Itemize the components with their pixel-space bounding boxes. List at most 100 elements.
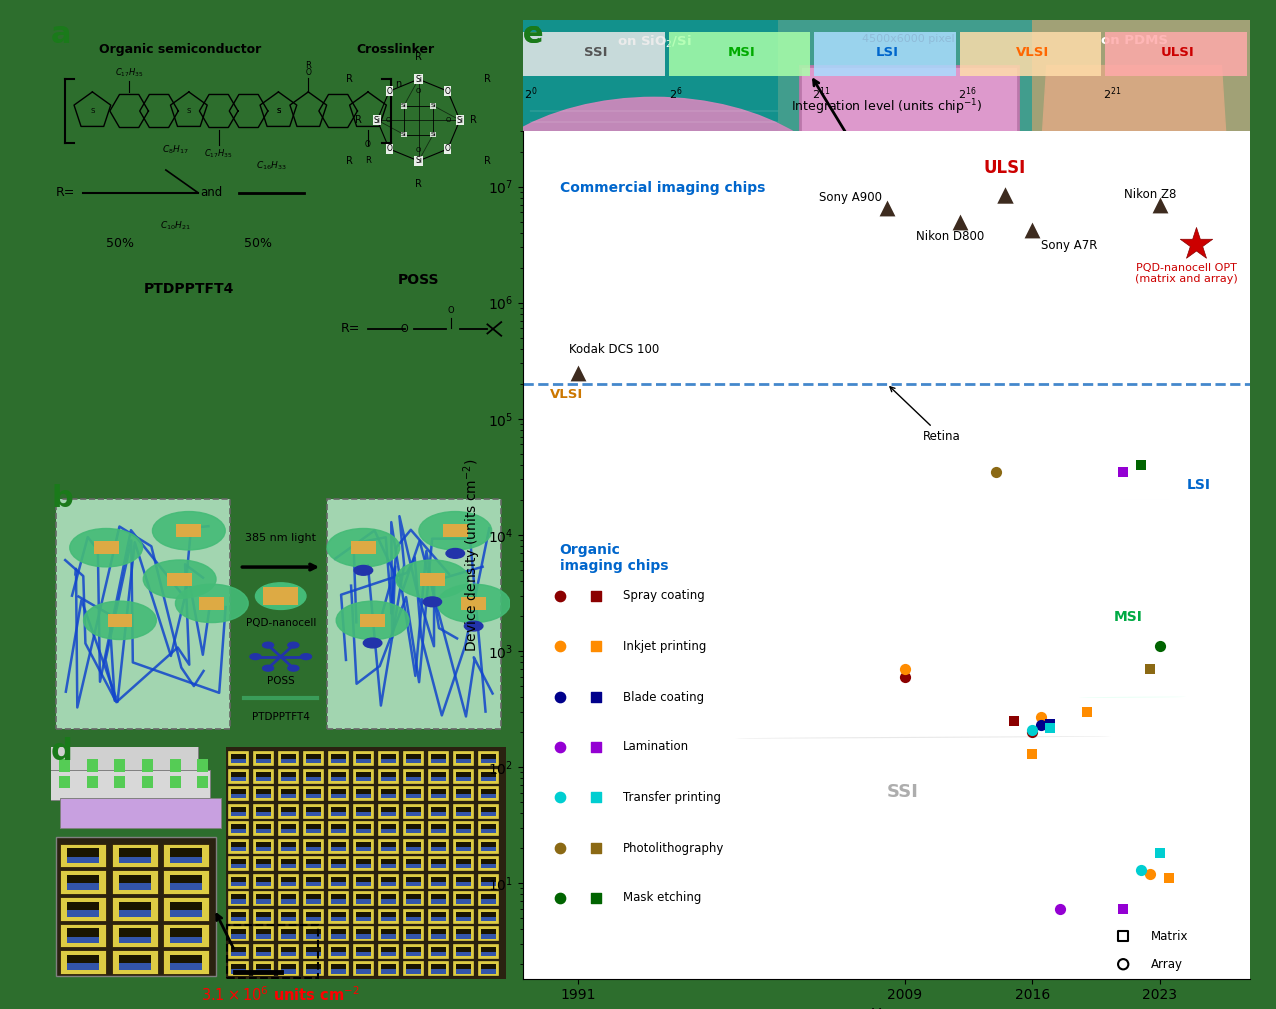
FancyBboxPatch shape [228,926,249,941]
Circle shape [263,642,273,648]
Text: PQD-nanocell OPT
(matrix and array): PQD-nanocell OPT (matrix and array) [1136,263,1238,285]
Text: Sony A7R: Sony A7R [1041,239,1097,252]
FancyBboxPatch shape [356,899,371,903]
FancyBboxPatch shape [231,912,246,917]
FancyBboxPatch shape [382,965,396,970]
FancyBboxPatch shape [356,789,371,794]
Text: R: R [346,156,353,165]
Text: Photolithography: Photolithography [623,842,725,855]
FancyBboxPatch shape [382,754,396,759]
FancyBboxPatch shape [281,865,296,869]
Text: n: n [396,80,402,89]
Text: $C_{17}H_{35}$: $C_{17}H_{35}$ [115,67,143,80]
FancyBboxPatch shape [170,902,202,910]
FancyBboxPatch shape [68,875,100,883]
FancyBboxPatch shape [228,838,249,854]
FancyBboxPatch shape [281,912,296,917]
FancyBboxPatch shape [378,874,399,889]
Text: O: O [448,307,454,315]
Point [1159,870,1179,886]
Text: Spray coating: Spray coating [623,589,704,602]
FancyBboxPatch shape [167,573,193,585]
FancyBboxPatch shape [431,789,447,794]
FancyBboxPatch shape [457,860,471,865]
FancyBboxPatch shape [382,970,396,974]
FancyBboxPatch shape [163,844,209,868]
Text: Si: Si [457,116,463,124]
FancyBboxPatch shape [302,891,324,906]
Point [1113,901,1133,917]
FancyBboxPatch shape [60,798,221,827]
FancyBboxPatch shape [481,946,496,951]
Text: O: O [416,88,421,94]
FancyBboxPatch shape [231,882,246,886]
FancyBboxPatch shape [332,772,346,777]
FancyBboxPatch shape [481,951,496,957]
FancyBboxPatch shape [231,899,246,903]
Text: ULSI: ULSI [1161,46,1194,60]
FancyBboxPatch shape [382,759,396,764]
Circle shape [70,529,143,567]
FancyBboxPatch shape [68,857,100,863]
FancyBboxPatch shape [481,970,496,974]
FancyBboxPatch shape [429,909,449,924]
FancyBboxPatch shape [382,882,396,886]
FancyBboxPatch shape [332,860,346,865]
FancyBboxPatch shape [429,786,449,801]
Point [550,689,570,705]
Text: 1250x2500 pixel: 1250x2500 pixel [1087,446,1180,456]
FancyBboxPatch shape [119,875,151,883]
FancyBboxPatch shape [406,894,421,899]
FancyBboxPatch shape [814,32,956,76]
FancyBboxPatch shape [382,929,396,934]
FancyBboxPatch shape [403,943,425,959]
FancyBboxPatch shape [68,849,100,857]
FancyBboxPatch shape [431,951,447,957]
Text: Crosslinker: Crosslinker [356,42,435,55]
FancyBboxPatch shape [429,857,449,872]
FancyBboxPatch shape [353,874,374,889]
FancyBboxPatch shape [119,857,151,863]
FancyBboxPatch shape [302,909,324,924]
FancyBboxPatch shape [382,847,396,851]
Text: Si: Si [415,75,422,84]
FancyBboxPatch shape [228,909,249,924]
FancyBboxPatch shape [302,943,324,959]
FancyBboxPatch shape [378,943,399,959]
FancyBboxPatch shape [328,838,350,854]
FancyBboxPatch shape [197,776,208,788]
FancyBboxPatch shape [87,776,98,788]
FancyBboxPatch shape [403,962,425,977]
Text: S: S [276,108,281,114]
FancyBboxPatch shape [281,777,296,781]
Point [586,638,606,654]
FancyBboxPatch shape [481,877,496,882]
FancyBboxPatch shape [231,965,246,970]
FancyBboxPatch shape [256,877,271,882]
Point [949,214,970,230]
Point [1150,846,1170,862]
FancyBboxPatch shape [48,770,209,800]
Text: Transfer printing: Transfer printing [623,791,721,803]
FancyBboxPatch shape [406,882,421,886]
FancyBboxPatch shape [457,882,471,886]
FancyBboxPatch shape [231,951,246,957]
FancyBboxPatch shape [328,926,350,941]
FancyBboxPatch shape [231,929,246,934]
FancyBboxPatch shape [60,871,106,894]
Point [568,364,588,380]
Text: Si: Si [415,156,422,165]
FancyBboxPatch shape [431,754,447,759]
FancyBboxPatch shape [353,891,374,906]
FancyBboxPatch shape [278,751,299,766]
FancyBboxPatch shape [163,897,209,920]
FancyBboxPatch shape [356,951,371,957]
FancyBboxPatch shape [478,786,499,801]
FancyBboxPatch shape [382,772,396,777]
FancyBboxPatch shape [281,812,296,816]
FancyBboxPatch shape [163,923,209,947]
FancyBboxPatch shape [332,806,346,812]
FancyBboxPatch shape [360,613,385,627]
Text: O: O [387,144,392,153]
FancyBboxPatch shape [431,877,447,882]
